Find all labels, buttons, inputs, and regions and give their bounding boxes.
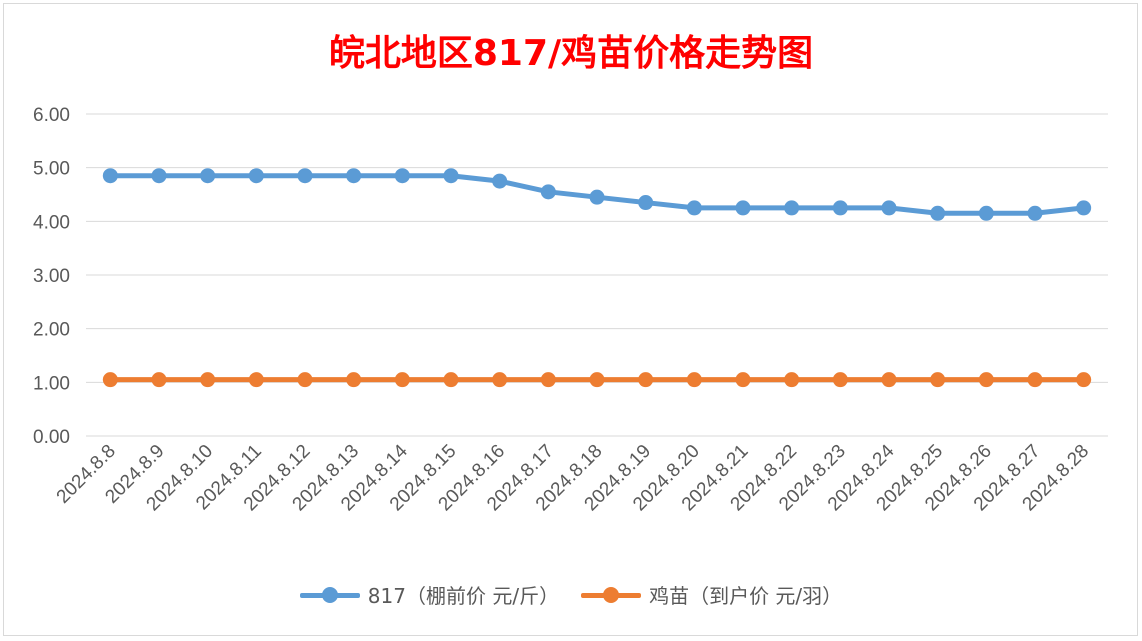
data-point-1	[686, 372, 702, 388]
data-point-1	[102, 372, 118, 388]
legend-label-chick: 鸡苗（到户价 元/羽）	[649, 584, 843, 608]
data-point-0	[540, 184, 556, 200]
data-point-1	[1076, 372, 1092, 388]
data-point-1	[930, 372, 946, 388]
data-point-1	[881, 372, 897, 388]
data-point-0	[297, 168, 313, 184]
data-point-1	[589, 372, 605, 388]
data-point-0	[492, 173, 508, 189]
data-point-1	[346, 372, 362, 388]
legend-item-817: 817（棚前价 元/斤）	[299, 580, 560, 609]
data-point-1	[1027, 372, 1043, 388]
data-point-0	[443, 168, 459, 184]
data-point-0	[394, 168, 410, 184]
data-point-1	[832, 372, 848, 388]
series-layer	[102, 168, 1092, 388]
data-point-0	[200, 168, 216, 184]
data-point-0	[881, 200, 897, 216]
legend-item-chick: 鸡苗（到户价 元/羽）	[581, 580, 842, 609]
chart-title: 皖北地区817/鸡苗价格走势图	[328, 33, 814, 74]
y-tick-label: 5.00	[33, 159, 70, 180]
data-point-0	[784, 200, 800, 216]
data-point-0	[151, 168, 167, 184]
y-tick-label: 3.00	[33, 266, 70, 287]
y-tick-label: 6.00	[33, 105, 70, 126]
data-point-0	[638, 195, 654, 211]
y-tick-label: 1.00	[33, 373, 70, 394]
x-axis-ticks: 2024.8.82024.8.92024.8.102024.8.112024.8…	[53, 440, 1093, 515]
data-point-1	[540, 372, 556, 388]
chart-frame	[3, 3, 1138, 636]
data-point-1	[735, 372, 751, 388]
data-point-0	[346, 168, 362, 184]
data-point-0	[102, 168, 118, 184]
data-point-0	[978, 205, 994, 221]
data-point-1	[297, 372, 313, 388]
data-point-1	[200, 372, 216, 388]
legend-swatch-817	[299, 585, 360, 605]
legend: 817（棚前价 元/斤） 鸡苗（到户价 元/羽）	[0, 580, 1142, 609]
legend-swatch-chick	[581, 585, 642, 605]
y-tick-label: 4.00	[33, 212, 70, 233]
y-tick-label: 2.00	[33, 320, 70, 341]
data-point-0	[1027, 205, 1043, 221]
data-point-0	[930, 205, 946, 221]
data-point-0	[686, 200, 702, 216]
data-point-0	[248, 168, 264, 184]
data-point-0	[1076, 200, 1092, 216]
data-point-1	[978, 372, 994, 388]
data-point-1	[248, 372, 264, 388]
y-tick-label: 0.00	[33, 427, 70, 448]
y-axis-ticks: 0.00 1.00 2.00 3.00 4.00 5.00 6.00	[33, 105, 70, 448]
data-point-0	[832, 200, 848, 216]
data-point-1	[394, 372, 410, 388]
data-point-0	[735, 200, 751, 216]
legend-label-817: 817（棚前价 元/斤）	[367, 584, 560, 608]
data-point-0	[589, 189, 605, 205]
gridlines	[86, 113, 1108, 437]
data-point-1	[638, 372, 654, 388]
data-point-1	[492, 372, 508, 388]
data-point-1	[443, 372, 459, 388]
data-point-1	[784, 372, 800, 388]
data-point-1	[151, 372, 167, 388]
